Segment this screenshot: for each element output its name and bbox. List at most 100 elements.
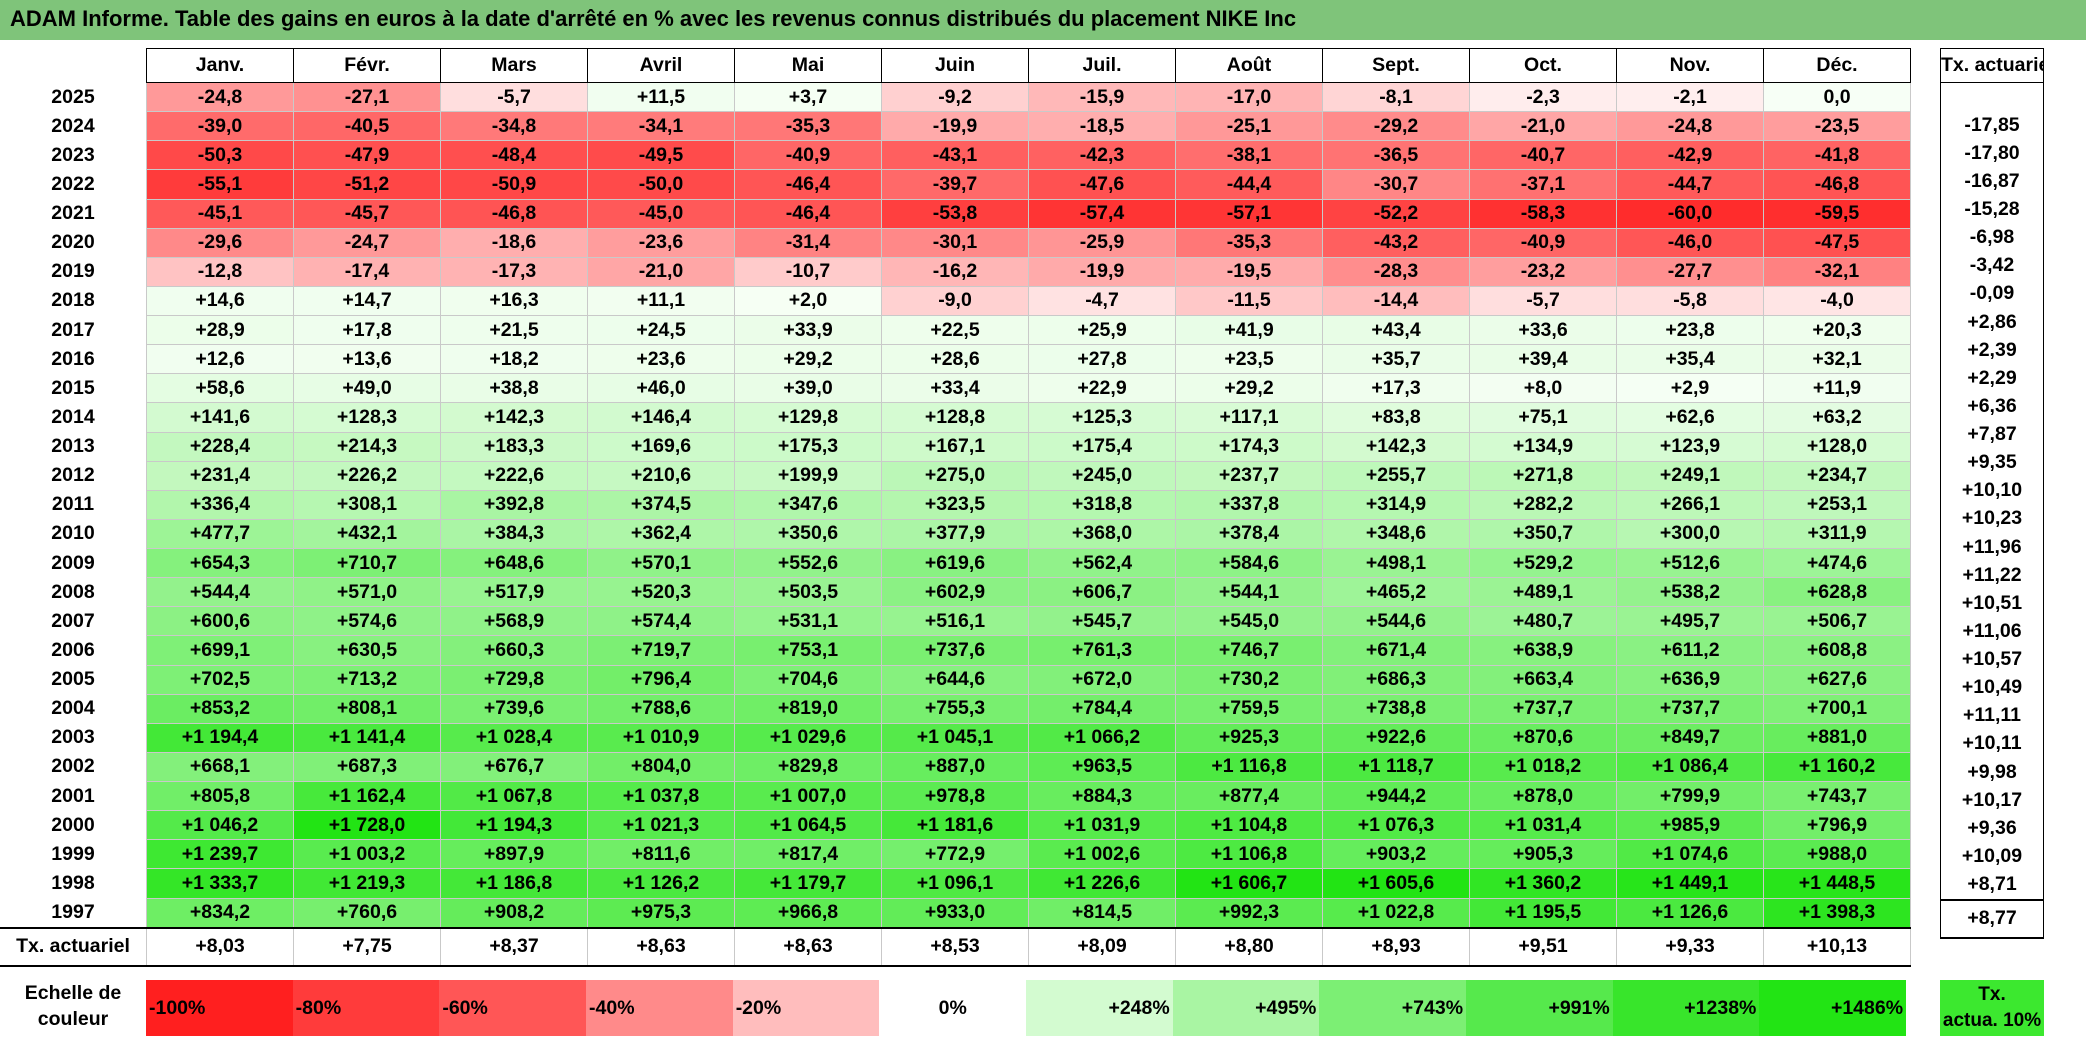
- gain-cell: +562,4: [1028, 547, 1176, 579]
- gain-cell: +128,0: [1763, 431, 1911, 462]
- gain-cell: +39,4: [1469, 344, 1617, 375]
- gain-cell: -12,8: [146, 256, 294, 287]
- gain-cell: +1 031,9: [1028, 810, 1176, 841]
- gain-cell: -51,2: [293, 169, 441, 200]
- yield-cell: +10,57: [1940, 645, 2044, 674]
- gain-cell: +630,5: [293, 635, 441, 666]
- table-row: 2006 +699,1 +630,5 +660,3 +719,7 +753,1 +737,6…: [0, 635, 1911, 666]
- year-label: 2020: [51, 231, 95, 254]
- gain-cell: +18,2: [440, 344, 588, 375]
- year-label: 1998: [51, 871, 95, 894]
- gain-cell: +46,0: [587, 373, 735, 404]
- gain-cell: +495,7: [1616, 606, 1764, 637]
- gain-cell: +11,9: [1763, 373, 1911, 404]
- gain-cell: +1 064,5: [734, 810, 882, 841]
- table-row: 2011 +336,4 +308,1 +392,8 +374,5 +347,6 +323,5…: [0, 489, 1911, 520]
- color-scale-swatch: +1486%: [1759, 980, 1907, 1036]
- yield-cell: -6,98: [1940, 223, 2044, 252]
- yield-cell: +9,36: [1940, 814, 2044, 843]
- yield-cell: +10,17: [1940, 786, 2044, 815]
- gain-cell: +574,4: [587, 606, 735, 637]
- gain-cell: +849,7: [1616, 722, 1764, 753]
- gain-cell: -42,3: [1028, 140, 1176, 171]
- gain-cell: +1 045,1: [881, 722, 1029, 753]
- gain-cell: +1 074,6: [1616, 839, 1764, 870]
- yield-cell: +7,87: [1940, 420, 2044, 449]
- gain-cell: +1 606,7: [1175, 868, 1323, 899]
- color-scale-tx-line1: Tx.: [1978, 984, 2006, 1005]
- year-label: 2002: [51, 755, 95, 778]
- gain-cell: +35,7: [1322, 344, 1470, 375]
- gain-cell: +323,5: [881, 489, 1029, 520]
- gain-cell: -50,3: [146, 140, 294, 171]
- gain-cell: +636,9: [1616, 664, 1764, 695]
- gain-cell: +737,7: [1616, 693, 1764, 724]
- gain-cell: +877,4: [1175, 780, 1323, 812]
- gain-cell: +33,6: [1469, 314, 1617, 346]
- gain-cell: +1 007,0: [734, 780, 882, 812]
- gain-cell: +520,3: [587, 577, 735, 608]
- gain-cell: +11,1: [587, 285, 735, 317]
- gain-cell: -23,6: [587, 227, 735, 258]
- table-row: 2020 -29,6 -24,7 -18,6 -23,6 -31,4 -30,1 -25,9-…: [0, 227, 1911, 258]
- gain-cell: +13,6: [293, 344, 441, 375]
- gain-cell: +377,9: [881, 518, 1029, 550]
- gain-cell: +253,1: [1763, 489, 1911, 520]
- table-row: 2002 +668,1 +687,3 +676,7 +804,0 +829,8 +887,0…: [0, 751, 1911, 783]
- table-row: 2000 +1 046,2 +1 728,0 +1 194,3 +1 021,3 +1 0…: [0, 810, 1911, 841]
- yield-cell: -17,85: [1940, 111, 2044, 140]
- gain-cell: +129,8: [734, 402, 882, 433]
- gain-cell: -19,5: [1175, 256, 1323, 287]
- gain-cell: -24,8: [146, 81, 294, 113]
- gain-cell: +925,3: [1175, 722, 1323, 753]
- gain-cell: -17,4: [293, 256, 441, 287]
- yield-cell: +10,10: [1940, 476, 2044, 505]
- gain-cell: +796,9: [1763, 810, 1911, 841]
- gain-cell: +908,2: [440, 897, 588, 929]
- gain-cell: +608,8: [1763, 635, 1911, 666]
- gain-cell: -46,4: [734, 198, 882, 229]
- yield-cell: +10,11: [1940, 729, 2044, 758]
- gain-cell: +175,3: [734, 431, 882, 462]
- gain-cell: -8,1: [1322, 81, 1470, 113]
- gain-cell: +27,8: [1028, 344, 1176, 375]
- table-row: 2015 +58,6 +49,0 +38,8 +46,0 +39,0 +33,4 +22,9 +…: [0, 373, 1911, 404]
- gain-cell: +16,3: [440, 285, 588, 317]
- yield-cell: +10,09: [1940, 842, 2044, 871]
- year-label: 1997: [51, 900, 95, 923]
- annual-yield-cell: +8,93: [1322, 926, 1470, 967]
- gain-cell: +83,8: [1322, 402, 1470, 433]
- table-row: 2013 +228,4 +214,3 +183,3 +169,6 +175,3 +167,1…: [0, 431, 1911, 462]
- gain-cell: -50,0: [587, 169, 735, 200]
- table-row: 1999 +1 239,7 +1 003,2 +897,9 +811,6 +817,4 +7…: [0, 839, 1911, 870]
- gain-cell: -32,1: [1763, 256, 1911, 287]
- gain-cell: +545,7: [1028, 606, 1176, 637]
- gain-cell: +686,3: [1322, 664, 1470, 695]
- gain-cell: +834,2: [146, 897, 294, 929]
- gain-cell: +1 728,0: [293, 810, 441, 841]
- gain-cell: +11,5: [587, 81, 735, 113]
- gain-cell: +271,8: [1469, 460, 1617, 491]
- gain-cell: -27,1: [293, 81, 441, 113]
- gain-cell: +1 096,1: [881, 868, 1029, 899]
- gain-cell: +477,7: [146, 518, 294, 550]
- gain-cell: +21,5: [440, 314, 588, 346]
- gain-cell: -46,4: [734, 169, 882, 200]
- gain-cell: -57,1: [1175, 198, 1323, 229]
- gain-cell: +25,9: [1028, 314, 1176, 346]
- gain-cell: +1 067,8: [440, 780, 588, 812]
- gain-cell: +1 160,2: [1763, 751, 1911, 783]
- gain-cell: +1 076,3: [1322, 810, 1470, 841]
- gain-cell: -21,0: [587, 256, 735, 287]
- side-header: Tx. actuariel: [1940, 48, 2044, 83]
- gain-cell: +985,9: [1616, 810, 1764, 841]
- table-row: 2018 +14,6 +14,7 +16,3 +11,1 +2,0 -9,0 -4,7 -11,…: [0, 285, 1911, 317]
- year-label: 2024: [51, 114, 95, 137]
- gain-cell: +1 126,6: [1616, 897, 1764, 929]
- gain-cell: +568,9: [440, 606, 588, 637]
- gain-cell: +644,6: [881, 664, 1029, 695]
- gain-cell: +1 022,8: [1322, 897, 1470, 929]
- gain-cell: +275,0: [881, 460, 1029, 491]
- year-label: 2023: [51, 143, 95, 166]
- month-header: Août: [1175, 48, 1323, 83]
